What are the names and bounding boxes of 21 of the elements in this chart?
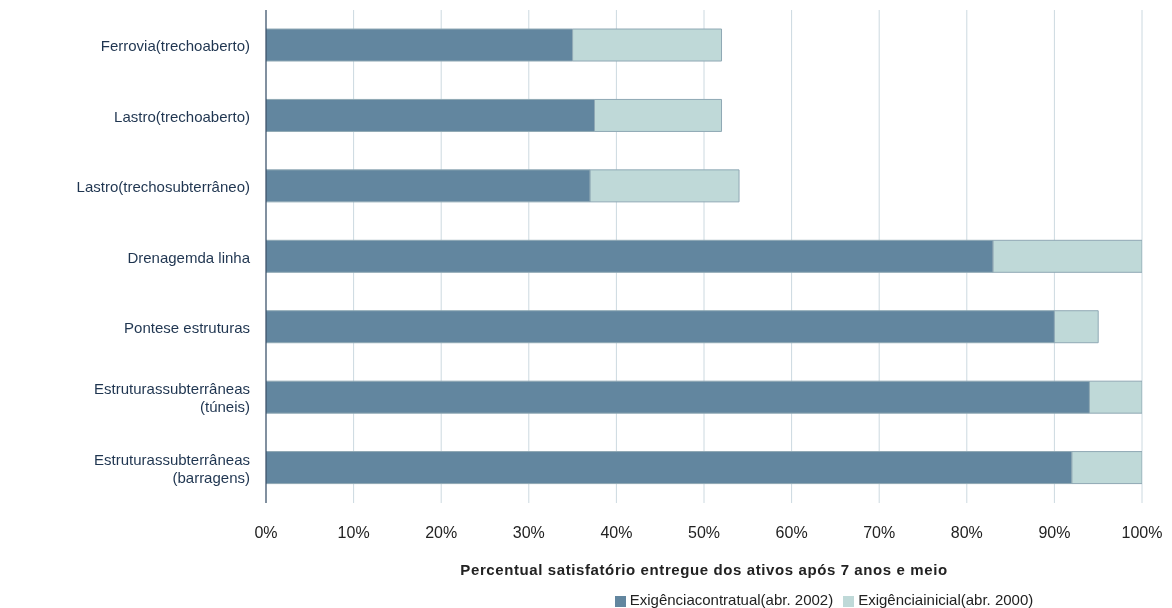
x-tick-label: 0% [254, 524, 278, 542]
y-tick-label: Pontese estruturas [124, 318, 250, 336]
y-tick-label: Drenagemda linha [127, 248, 251, 265]
x-tick-label: 70% [863, 524, 896, 542]
x-tick-label: 60% [775, 524, 808, 542]
x-tick-label: 100% [1121, 524, 1163, 542]
x-tick-label: 50% [687, 524, 721, 542]
x-tick-label: 40% [600, 524, 633, 542]
y-tick-label: Lastro(trechoaberto) [114, 107, 250, 125]
x-tick-label: 90% [1038, 524, 1071, 542]
x-tick-label: 80% [950, 524, 983, 542]
y-tick-label: Estruturassubterrâneas (túneis) [94, 379, 250, 415]
y-tick-label: Estruturassubterrâneas (barragens) [94, 450, 250, 486]
x-tick-label: 20% [425, 524, 458, 542]
x-tick-label: 30% [512, 524, 545, 542]
y-tick-label: Lastro(trechosubterrâneo) [76, 177, 250, 195]
y-tick-label: Ferrovia(trechoaberto) [100, 36, 250, 54]
x-tick-label: 10% [337, 524, 370, 542]
legend-label: Exigênciacontratual(abr. 2002) [629, 591, 834, 608]
legend-label: Exigênciainicial(abr. 2000) [858, 591, 1034, 608]
x-axis-title: Percentual satisfatório entregue dos ativos após 7 anos e meio [460, 561, 948, 578]
